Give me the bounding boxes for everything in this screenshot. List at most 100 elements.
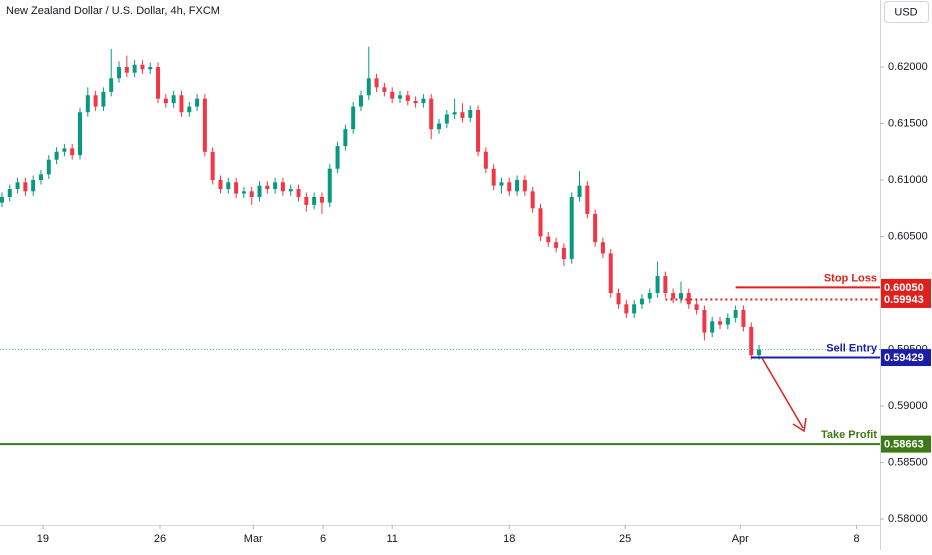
y-tick-label: 0.59000 xyxy=(888,400,928,412)
level-name: Sell Entry xyxy=(826,342,878,354)
candle-body xyxy=(460,112,465,118)
candle-body xyxy=(593,213,598,243)
level-price-box xyxy=(881,290,931,308)
x-tick-label: 19 xyxy=(37,533,49,545)
candle-body xyxy=(132,64,137,73)
currency-label[interactable]: USD xyxy=(894,6,917,18)
candle-body xyxy=(163,98,168,104)
candle-body xyxy=(179,95,184,113)
candle-body xyxy=(46,159,51,175)
candle-body xyxy=(686,293,691,305)
level-name: Stop Loss xyxy=(824,272,877,284)
candle-body xyxy=(616,293,621,305)
candle-body xyxy=(101,91,106,107)
level-price-label: 0.58663 xyxy=(884,439,924,451)
candle-body xyxy=(639,298,644,305)
candle-body xyxy=(476,109,481,152)
candle-body xyxy=(437,123,442,130)
y-tick-label: 0.62000 xyxy=(888,61,928,73)
candle-body xyxy=(429,98,434,130)
y-tick-label: 0.61500 xyxy=(888,117,928,129)
x-tick-label: 26 xyxy=(154,533,166,545)
candle-body xyxy=(171,95,176,104)
arrow-head xyxy=(792,417,807,433)
candle-body xyxy=(148,67,153,70)
y-tick-label: 0.58500 xyxy=(888,456,928,468)
x-tick-label: 18 xyxy=(503,533,515,545)
candle-body xyxy=(249,191,254,197)
candle-body xyxy=(491,168,496,186)
candle-body xyxy=(374,78,379,88)
candle-body xyxy=(530,191,535,209)
candle-body xyxy=(694,304,699,310)
level-price-label: 0.60050 xyxy=(884,282,924,294)
candle-body xyxy=(421,98,426,104)
y-tick-label: 0.60500 xyxy=(888,230,928,242)
candle-body xyxy=(23,182,28,192)
candle-body xyxy=(468,109,473,118)
candle-body xyxy=(585,185,590,214)
candle-body xyxy=(304,196,309,205)
candle-body xyxy=(452,112,457,115)
candle-body xyxy=(600,242,605,254)
plot xyxy=(0,46,880,446)
candle-body xyxy=(405,95,410,101)
candle-body xyxy=(749,326,754,356)
candle-body xyxy=(554,242,559,248)
x-tick-label: 11 xyxy=(386,533,397,545)
candle-body xyxy=(296,189,301,197)
candle-body xyxy=(54,151,59,160)
candle-body xyxy=(7,189,12,197)
candle-body xyxy=(156,67,161,99)
candle-body xyxy=(31,180,36,192)
candle-body xyxy=(335,146,340,169)
candle-body xyxy=(725,317,730,325)
candle-body xyxy=(312,196,317,205)
chart-title: New Zealand Dollar / U.S. Dollar, 4h, FX… xyxy=(6,5,220,17)
candle-body xyxy=(109,78,114,92)
candle-body xyxy=(522,180,527,192)
candle-body xyxy=(218,180,223,190)
candle-body xyxy=(265,185,270,190)
candle-body xyxy=(343,129,348,147)
candle-body xyxy=(444,114,449,124)
candle-body xyxy=(546,236,551,243)
candle-body xyxy=(663,276,668,294)
level-price-label: 0.59429 xyxy=(884,352,924,364)
level-price-box xyxy=(881,435,931,453)
candle-body xyxy=(678,293,683,299)
candle-body xyxy=(702,309,707,333)
candle-body xyxy=(257,185,262,197)
candle-body xyxy=(0,196,4,203)
candle-body xyxy=(93,95,98,107)
x-tick-label: 6 xyxy=(320,533,326,545)
x-tick-label: 25 xyxy=(619,533,631,545)
candle-body xyxy=(210,151,215,181)
level-price-box xyxy=(881,349,931,367)
candle-body xyxy=(655,276,660,294)
candle-body xyxy=(319,196,324,203)
candle-body xyxy=(733,309,738,318)
candle-body xyxy=(140,64,145,70)
candle-body xyxy=(507,182,512,192)
candle-body xyxy=(398,95,402,99)
candle-body xyxy=(117,67,122,79)
candle-body xyxy=(577,185,582,197)
candle-body xyxy=(624,304,629,314)
level-name: Take Profit xyxy=(821,429,877,441)
candle-body xyxy=(413,100,418,104)
candle-body xyxy=(757,349,762,356)
candle-body xyxy=(710,321,715,333)
currency-button[interactable] xyxy=(884,1,929,23)
candle-body xyxy=(499,182,504,186)
candle-body xyxy=(124,67,129,73)
candle-body xyxy=(273,182,278,190)
candle-body xyxy=(515,180,520,192)
level-price-label: 0.59943 xyxy=(884,294,924,306)
y-tick-label: 0.61000 xyxy=(888,174,928,186)
candle-body xyxy=(234,182,239,194)
candle-body xyxy=(741,309,746,327)
candle-body xyxy=(561,247,566,260)
candle-body xyxy=(202,98,207,152)
